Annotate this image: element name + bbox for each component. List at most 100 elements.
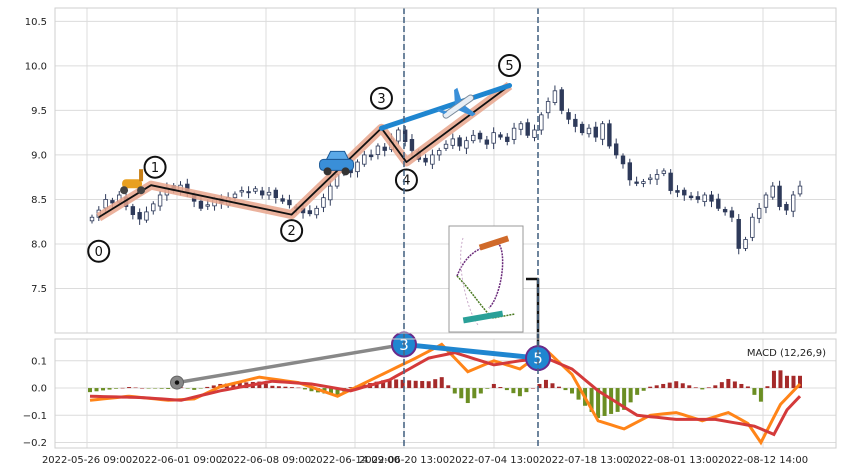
candle-down (457, 137, 462, 147)
macd-histogram-bar (407, 380, 412, 389)
candle-up (552, 90, 558, 103)
candle-down (110, 200, 115, 204)
candle-down (498, 134, 503, 138)
macd-histogram-bar (140, 388, 145, 389)
macd-histogram-bar (674, 381, 679, 389)
candle-up (654, 174, 660, 180)
candle-up (151, 203, 156, 212)
car-icon (319, 150, 355, 176)
candle-down (477, 132, 483, 140)
x-tick-label: 2022-06-20 13:00 (359, 455, 449, 466)
macd-histogram-bar (491, 383, 496, 389)
macd-histogram-bar (752, 388, 757, 395)
macd-histogram-bar (661, 383, 666, 389)
candle-down (729, 210, 735, 218)
candle-down (525, 122, 530, 136)
candle-down (423, 157, 428, 163)
thumbnail-band (462, 310, 504, 324)
price-panel-frame (54, 7, 837, 334)
macd-histogram-bar (159, 388, 164, 389)
candle-down (566, 112, 571, 120)
macd-histogram-bar (296, 387, 301, 389)
macd-indicator: 35MACD (12,26,9) (88, 331, 826, 446)
price-plot-bg (55, 8, 836, 333)
macd-y-axis: −0.2 −0.1 0.0 0.1 (23, 356, 47, 449)
candle-up (661, 170, 667, 174)
price-y-tick-label: 7.5 (31, 284, 47, 295)
macd-histogram-bar (563, 388, 568, 391)
candle-down (627, 162, 633, 181)
price-y-axis: 7.5 8.0 8.5 9.0 9.5 10.0 10.5 (25, 17, 47, 295)
price-grid (55, 8, 836, 333)
x-tick-label: 2022-08-12 14:00 (718, 455, 808, 466)
wave-label: 5 (505, 59, 513, 74)
macd-histogram-bar (706, 387, 711, 389)
macd-histogram-bar (635, 388, 640, 395)
macd-histogram-bar (185, 388, 190, 389)
wave-label: 0 (95, 245, 103, 260)
x-tick-label: 2022-05-26 09:00 (42, 455, 132, 466)
macd-histogram-bar (133, 387, 138, 389)
wave-verticals (403, 8, 539, 448)
macd-histogram-bar (622, 388, 627, 410)
candle-up (266, 191, 272, 196)
candle-up (648, 177, 653, 180)
macd-histogram-bar (680, 383, 685, 389)
candle-up (600, 123, 605, 140)
macd-histogram-bar (387, 378, 392, 389)
macd-histogram-bar (394, 379, 399, 389)
candle-up (103, 199, 108, 209)
candle-down (307, 210, 313, 215)
candle-up (797, 185, 803, 195)
candle-down (259, 190, 265, 196)
candle-down (246, 191, 251, 194)
macd-histogram-bar (732, 381, 737, 389)
macd-histogram-bar (114, 388, 119, 389)
candle-up (89, 216, 95, 222)
wave-label-circle (87, 239, 111, 263)
candle-down (368, 154, 374, 158)
candle-up (232, 193, 238, 199)
candle-down (137, 212, 142, 220)
macd-histogram-bar (791, 375, 796, 389)
candle-up (253, 188, 258, 192)
candle-up (641, 181, 646, 184)
candle-down (613, 143, 619, 156)
x-tick-label: 2022-07-04 13:00 (449, 455, 539, 466)
macd-histogram-bar (498, 387, 503, 389)
candle-up (443, 143, 449, 149)
candle-up (545, 101, 551, 114)
wave-label-circle (280, 219, 304, 243)
macd-histogram-bar (309, 388, 314, 392)
macd-histogram-bar (231, 383, 236, 389)
candle-up (790, 194, 796, 212)
candle-up (205, 204, 210, 207)
candle-up (471, 134, 476, 142)
candle-down (280, 198, 285, 202)
macd-histogram-bar (433, 379, 438, 389)
candle-down (607, 123, 612, 147)
macd-histogram-bar (400, 379, 405, 389)
candle-up (464, 140, 469, 149)
price-y-tick-label: 8.5 (31, 195, 47, 206)
macd-histogram-bar (589, 388, 594, 412)
macd-histogram-bar (289, 387, 294, 389)
candle-up (586, 127, 592, 135)
price-y-tick-label: 8.0 (31, 239, 47, 250)
price-y-tick-label: 10.0 (25, 61, 47, 72)
macd-histogram-bar (88, 388, 92, 393)
candle-up (328, 185, 333, 201)
macd-histogram-bar (504, 388, 509, 391)
candle-down (484, 139, 490, 145)
candle-up (144, 211, 149, 221)
candle-down (736, 218, 741, 249)
candle-down (722, 209, 728, 213)
macd-panel-frame (54, 338, 837, 449)
macd-legend-label: MACD (12,26,9) (747, 348, 826, 359)
macd-connector-line (176, 342, 405, 385)
macd-histogram-bar (511, 388, 516, 394)
macd-histogram-bar (798, 375, 802, 389)
x-axis: 2022-05-26 09:00 2022-06-01 09:002022-06-… (42, 455, 808, 466)
candle-up (314, 207, 319, 216)
